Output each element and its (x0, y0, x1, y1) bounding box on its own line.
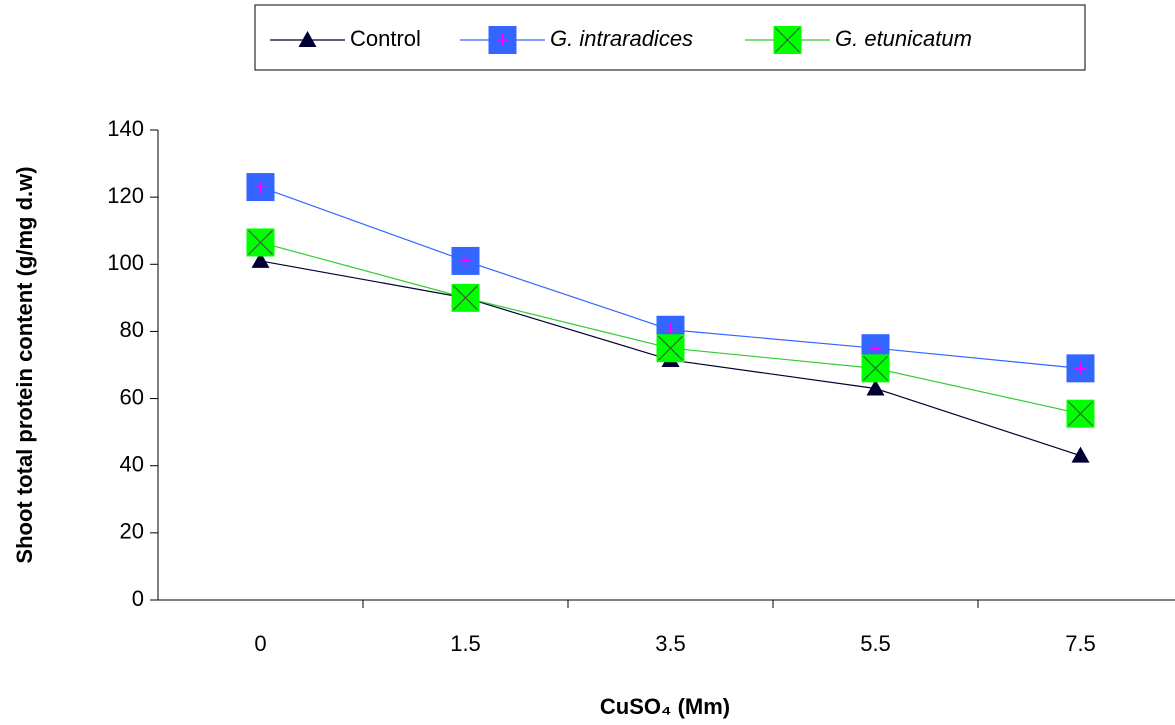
marker-x (1068, 401, 1093, 427)
y-tick-label: 100 (107, 250, 144, 275)
y-tick-label: 40 (120, 452, 144, 477)
y-tick-label: 140 (107, 116, 144, 141)
data-point (251, 251, 270, 268)
legend-marker (773, 26, 802, 54)
marker-x (775, 27, 800, 53)
marker-x (453, 285, 478, 311)
marker-plus (664, 323, 677, 336)
data-point (866, 379, 885, 396)
legend-label: G. intraradices (550, 26, 693, 51)
marker-plus (496, 34, 509, 46)
x-tick-label: 1.5 (450, 631, 481, 656)
marker-x (658, 335, 683, 361)
marker-shape (298, 31, 317, 47)
y-axis-label: Shoot total protein content (g/mg d.w) (12, 166, 37, 563)
data-point (1071, 446, 1090, 463)
y-tick-label: 0 (132, 586, 144, 611)
data-point (246, 173, 275, 202)
marker-x (248, 230, 273, 255)
y-tick-label: 120 (107, 183, 144, 208)
data-point (1066, 399, 1095, 428)
data-point (246, 228, 275, 257)
data-point (1066, 354, 1095, 383)
data-point (451, 246, 480, 275)
x-tick-label: 5.5 (860, 631, 891, 656)
legend-box (254, 4, 1086, 71)
legend-label: G. etunicatum (835, 26, 972, 51)
marker-x (863, 355, 888, 381)
x-tick-label: 3.5 (655, 631, 686, 656)
data-point (656, 334, 685, 363)
x-axis-label: CuSO₄ (Mm) (600, 694, 730, 719)
marker-plus (869, 342, 882, 355)
x-tick-label: 7.5 (1065, 631, 1096, 656)
legend-marker (488, 26, 517, 54)
marker-plus (254, 181, 267, 194)
y-tick-label: 80 (120, 317, 144, 342)
marker-plus (459, 254, 472, 267)
y-tick-label: 60 (120, 384, 144, 409)
y-tick-label: 20 (120, 519, 144, 544)
marker-shape (251, 251, 270, 268)
data-point (451, 283, 480, 312)
data-point (861, 354, 890, 383)
marker-shape (1071, 446, 1090, 463)
marker-shape (866, 379, 885, 396)
legend-marker (298, 31, 317, 47)
legend-label: Control (350, 26, 421, 51)
marker-plus (1074, 362, 1087, 375)
x-tick-label: 0 (254, 631, 266, 656)
